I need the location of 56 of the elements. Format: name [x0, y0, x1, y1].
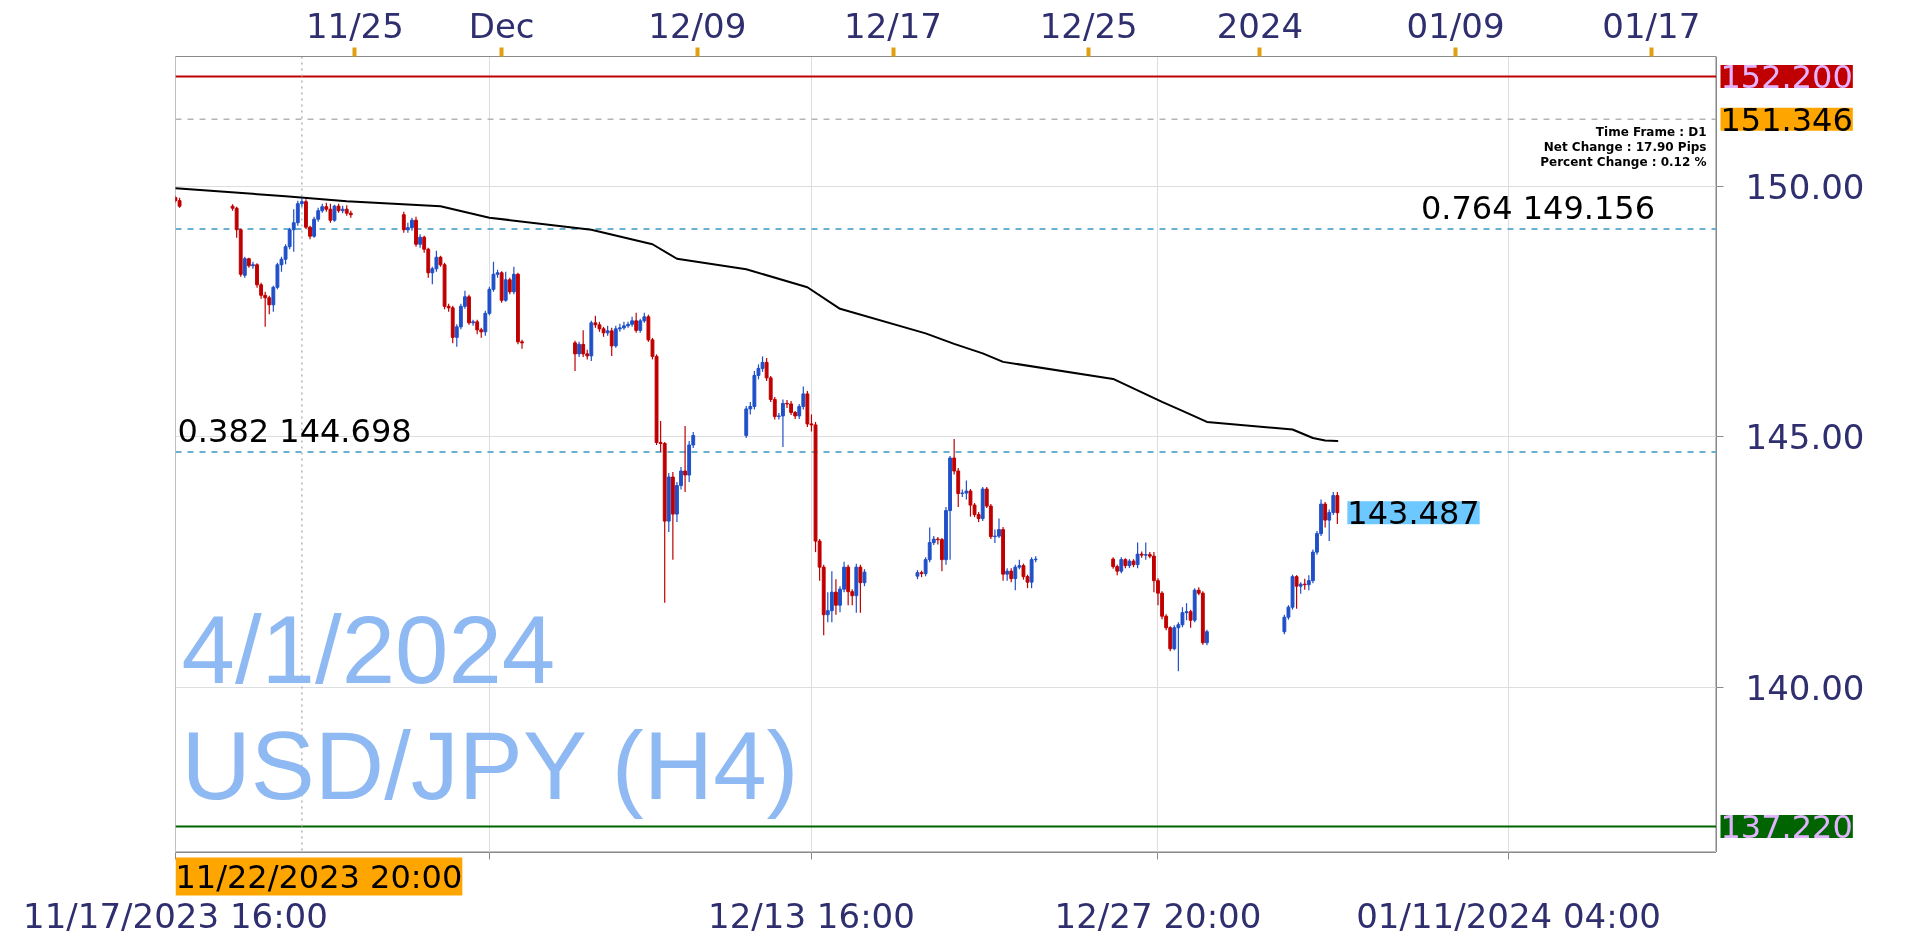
- x2-tick-label: 12/17: [844, 5, 942, 46]
- candlestick: [964, 479, 969, 501]
- candlestick: [834, 578, 838, 616]
- x-tick-label: 01/11/2024 04:00: [1356, 895, 1661, 936]
- candlestick: [573, 340, 577, 372]
- text: 4/1/2024: [181, 595, 556, 703]
- candlestick: [968, 488, 973, 518]
- ref-line-label: 152.200: [1720, 58, 1853, 97]
- x2-tick-label: 12/09: [648, 5, 747, 46]
- candlestick: [858, 564, 863, 614]
- annotation: 0.382 144.698: [177, 412, 412, 451]
- candlestick: [997, 517, 1001, 539]
- text: USD/JPY (H4): [181, 711, 799, 819]
- candlestick: [251, 261, 255, 270]
- x2-tick-label: 01/17: [1602, 5, 1701, 46]
- x2-tick-label: Dec: [468, 5, 535, 46]
- candlestick: [829, 570, 834, 623]
- ref-line-label: 151.346: [1720, 100, 1853, 139]
- y-tick-label: 145.00: [1745, 417, 1865, 458]
- x-tick-label: 12/13 16:00: [708, 895, 915, 936]
- candlestick: [1172, 624, 1177, 651]
- annotation: Time Frame : D1: [1595, 124, 1707, 139]
- x2-tick-label: 2024: [1216, 5, 1304, 46]
- candlestick: [401, 211, 406, 234]
- annotation: Net Change : 17.90 Pips: [1543, 139, 1707, 154]
- candlestick: [940, 537, 944, 572]
- candlestick: [242, 256, 247, 279]
- candlestick: [613, 325, 618, 349]
- candlestick: [471, 319, 476, 327]
- candlestick: [992, 528, 997, 544]
- candlestick: [1135, 542, 1140, 569]
- line-series: [175, 187, 1339, 442]
- x-tick-label: 12/27 20:00: [1054, 895, 1262, 936]
- x2-tick-label: 11/25: [305, 5, 404, 46]
- x-tick-label: 11/17/2023 16:00: [23, 895, 328, 936]
- candlestick: [1294, 574, 1299, 610]
- candlestick: [622, 321, 626, 331]
- candlestick: [785, 399, 789, 409]
- candlestick: [405, 222, 410, 234]
- candlestick: [295, 200, 300, 227]
- candlestick: [1188, 609, 1193, 629]
- x2-tick-label: 01/09: [1406, 5, 1505, 46]
- candlestick: [1013, 564, 1018, 591]
- annotation: Percent Change : 0.12 %: [1540, 154, 1707, 169]
- candlestick: [781, 398, 785, 448]
- candlestick: [328, 203, 333, 224]
- annotation: 143.487: [1347, 494, 1480, 533]
- y-tick-label: 150.00: [1745, 167, 1865, 208]
- annotation: 0.764 149.156: [1420, 188, 1656, 227]
- candlestick: [1029, 556, 1034, 589]
- candlestick: [1335, 491, 1340, 525]
- y-tick-label: 140.00: [1745, 667, 1865, 708]
- ref-line-label: 137.220: [1720, 807, 1853, 846]
- x2-tick-label: 12/25: [1039, 5, 1138, 46]
- ref-line-label: 11/22/2023 20:00: [175, 857, 463, 896]
- candlestick: [1323, 501, 1328, 529]
